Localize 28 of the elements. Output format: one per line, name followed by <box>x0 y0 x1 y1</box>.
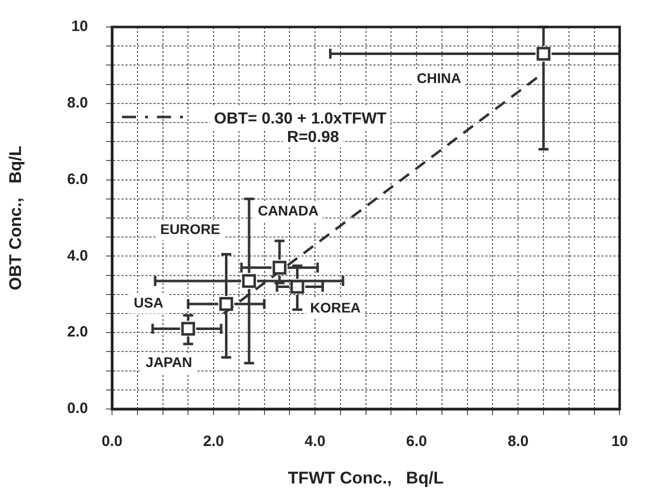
y-tick-label: 6.0 <box>67 170 88 188</box>
y-axis-title: OBT Conc., Bq/L <box>6 146 25 290</box>
point <box>536 46 550 61</box>
annotation: KOREA <box>310 299 361 316</box>
point <box>219 297 234 311</box>
annotation: EURORE <box>160 221 220 238</box>
y-tick-label: 0.0 <box>67 400 88 418</box>
x-axis-title: TFWT Conc., Bq/L <box>288 468 444 488</box>
point <box>290 280 304 294</box>
annotation: R=0.98 <box>287 128 340 146</box>
y-tick-label: 10 <box>71 18 88 36</box>
y-tick-label: 4.0 <box>67 247 88 264</box>
x-tick-label: 8.0 <box>508 433 529 450</box>
annotation: JAPAN <box>146 354 192 370</box>
point <box>242 274 256 288</box>
x-tick-label: 2.0 <box>203 433 224 450</box>
annotation: CANADA <box>258 202 318 218</box>
y-tick-label: 8.0 <box>67 94 88 112</box>
legend-label: OBT= 0.30 + 1.0xTFWT <box>214 110 387 128</box>
x-tick-label: 0.0 <box>102 433 122 450</box>
annotation: CHINA <box>416 70 462 86</box>
y-tick-label: 2.0 <box>67 324 88 341</box>
x-tick-label: 6.0 <box>406 433 428 450</box>
point <box>272 260 286 275</box>
annotation: USA <box>134 294 164 310</box>
point <box>181 322 196 336</box>
x-tick-label: 4.0 <box>304 433 326 450</box>
x-tick-label: 10 <box>611 433 628 450</box>
